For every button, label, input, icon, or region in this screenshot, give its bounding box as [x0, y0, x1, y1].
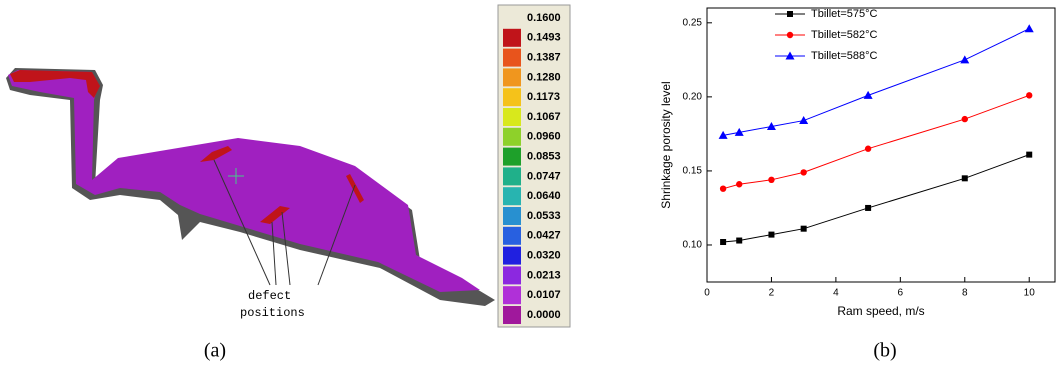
annotation: positions: [240, 306, 305, 320]
colorbar-swatch: [503, 207, 521, 225]
colorbar-swatch: [503, 167, 521, 185]
marker: [787, 32, 793, 38]
caption: (a): [204, 340, 226, 362]
marker: [864, 91, 873, 99]
annotation: defect: [248, 289, 291, 303]
colorbar-swatch: [503, 148, 521, 166]
marker: [787, 11, 793, 17]
colorbar-swatch: [503, 306, 521, 324]
marker: [962, 175, 968, 181]
line-chart: 0 2 4 6 8 10 0.10 0.15 0.20 0.25 Ram speed, m/s Shr…: [659, 8, 1055, 318]
colorbar-label: 0.1067: [527, 111, 561, 123]
y-tick-label: 0.20: [683, 92, 703, 103]
colorbar-label: 0.1493: [527, 32, 561, 44]
marker: [799, 116, 808, 124]
casting-render: defect positions: [6, 68, 495, 320]
x-axis-label: Ram speed, m/s: [837, 304, 924, 318]
marker: [960, 55, 969, 63]
colorbar-label: 0.0533: [527, 210, 561, 222]
colorbar-label: 0.0000: [527, 309, 561, 321]
colorbar-label: 0.1600: [527, 12, 561, 24]
x-tick-label: 6: [898, 288, 904, 299]
marker: [801, 226, 807, 232]
colorbar-swatch: [503, 29, 521, 47]
marker: [736, 181, 742, 187]
y-tick-label: 0.25: [683, 17, 703, 28]
marker: [1026, 152, 1032, 158]
colorbar-label: 0.0213: [527, 269, 561, 281]
marker: [768, 232, 774, 238]
colorbar-swatch: [503, 128, 521, 146]
x-tick-label: 0: [704, 288, 710, 299]
x-tick-label: 2: [769, 288, 775, 299]
marker: [865, 146, 871, 152]
colorbar-label: 0.0960: [527, 131, 561, 143]
series-line: [723, 29, 1029, 136]
colorbar-label: 0.1173: [527, 91, 560, 103]
y-tick-label: 0.10: [683, 240, 703, 251]
marker: [1026, 92, 1032, 98]
legend-label: Tbillet=588°C: [811, 50, 878, 62]
colorbar-label: 0.1280: [527, 71, 561, 83]
legend-label: Tbillet=575°C: [811, 8, 878, 20]
colorbar-label: 0.0747: [527, 170, 561, 182]
x-tick-label: 8: [962, 288, 968, 299]
marker: [720, 185, 726, 191]
x-tick-label: 4: [833, 288, 839, 299]
casting-body: [8, 70, 480, 292]
colorbar-label: 0.0427: [527, 230, 561, 242]
x-tick-label: 10: [1024, 288, 1036, 299]
colorbar-swatch: [503, 88, 521, 106]
marker: [720, 239, 726, 245]
colorbar-label: 0.0107: [527, 289, 561, 301]
marker: [1025, 24, 1034, 32]
colorbar-swatch: [503, 68, 521, 86]
colorbar-label: 0.0853: [527, 151, 561, 163]
colorbar-swatch: [503, 266, 521, 284]
legend-label: Tbillet=582°C: [811, 29, 878, 41]
figure: defect positions 0.1600 0.1493 0.1387 0.128…: [0, 0, 1056, 368]
colorbar-label: 0.1387: [527, 52, 561, 64]
marker: [736, 238, 742, 244]
marker: [962, 116, 968, 122]
marker: [768, 177, 774, 183]
colorbar-swatch: [503, 187, 521, 205]
y-tick-label: 0.15: [683, 166, 703, 177]
marker: [800, 169, 806, 175]
marker: [865, 205, 871, 211]
colorbar-swatch: [503, 227, 521, 245]
colorbar-swatch: [503, 286, 521, 304]
caption: (b): [873, 340, 896, 362]
colorbar-swatch: [503, 108, 521, 126]
colorbar-swatch: [503, 247, 521, 265]
series-line: [723, 95, 1029, 188]
series-line: [723, 155, 1029, 242]
colorbar-label: 0.0640: [527, 190, 561, 202]
y-axis-label: Shrinkage porosity level: [659, 81, 673, 208]
colorbar-label: 0.0320: [527, 250, 561, 262]
colorbar-swatch: [503, 49, 521, 67]
